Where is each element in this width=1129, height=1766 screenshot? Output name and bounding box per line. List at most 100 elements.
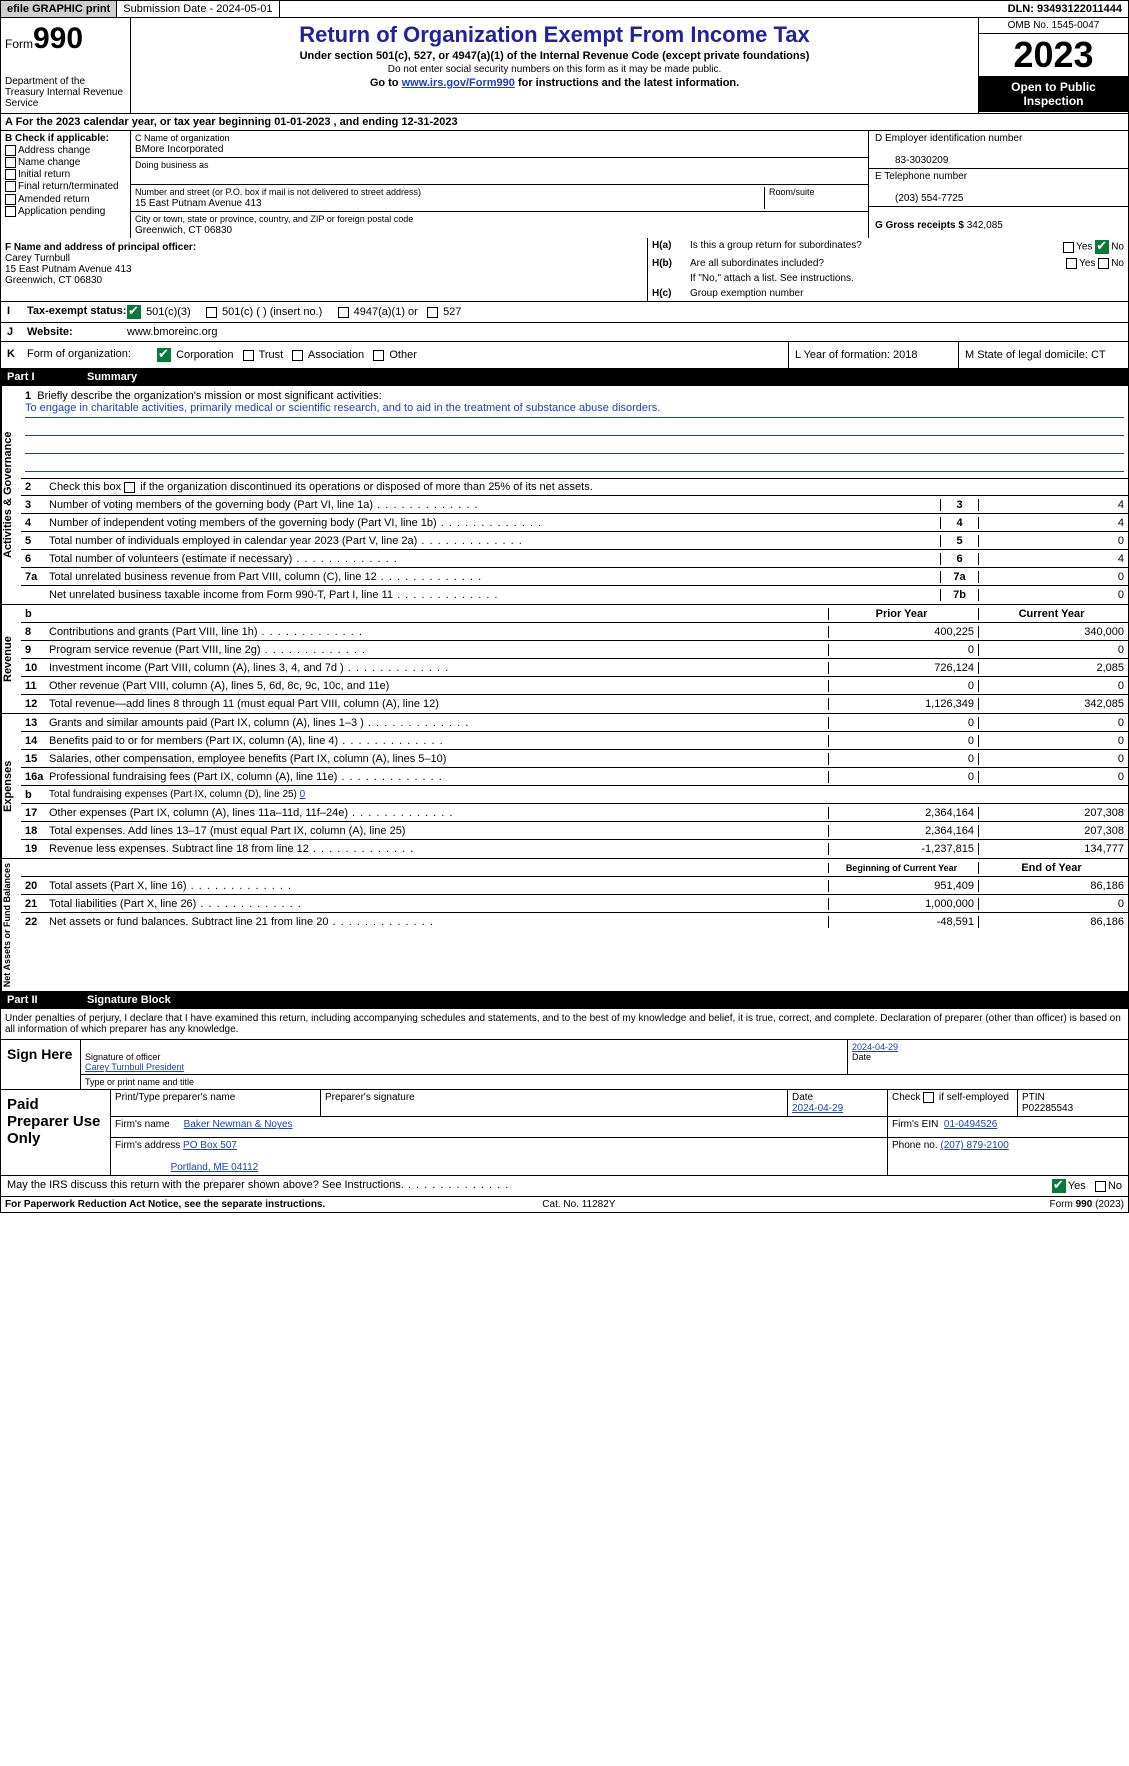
prep-date: 2024-04-29 — [792, 1103, 843, 1114]
cb-amended[interactable] — [5, 194, 16, 205]
val-16ac: 0 — [978, 771, 1128, 783]
sig-date: 2024-04-29 — [852, 1042, 898, 1052]
year-formation: L Year of formation: 2018 — [788, 342, 958, 368]
part1-header: Part ISummary — [0, 369, 1129, 386]
subtitle-3: Go to www.irs.gov/Form990 for instructio… — [135, 77, 974, 89]
val-19c: 134,777 — [978, 843, 1128, 855]
open-inspection: Open to Public Inspection — [979, 76, 1128, 112]
top-bar: efile GRAPHIC print Submission Date - 20… — [0, 0, 1129, 18]
officer-name: Carey Turnbull — [5, 253, 70, 264]
cb-corp[interactable] — [157, 348, 171, 362]
section-fh: F Name and address of principal officer:… — [0, 238, 1129, 302]
mission-text: To engage in charitable activities, prim… — [25, 402, 1124, 418]
officer-sig: Carey Turnbull President — [85, 1062, 184, 1072]
cb-trust[interactable] — [243, 350, 254, 361]
cb-other[interactable] — [373, 350, 384, 361]
val-15c: 0 — [978, 753, 1128, 765]
cb-name-change[interactable] — [5, 157, 16, 168]
summary-activities: Activities & Governance 1 Briefly descri… — [0, 386, 1129, 605]
val-9p: 0 — [828, 644, 978, 656]
val-10p: 726,124 — [828, 662, 978, 674]
line-i: ITax-exempt status: 501(c)(3) 501(c) ( )… — [0, 302, 1129, 323]
form-label: Form990 — [5, 22, 126, 56]
cat-no: Cat. No. 11282Y — [542, 1199, 615, 1210]
val-14p: 0 — [828, 735, 978, 747]
b-header: B Check if applicable: — [5, 133, 126, 144]
cb-final-return[interactable] — [5, 181, 16, 192]
firm-addr: PO Box 507 — [183, 1140, 237, 1151]
val-14c: 0 — [978, 735, 1128, 747]
irs-discuss: May the IRS discuss this return with the… — [0, 1176, 1129, 1197]
val-12p: 1,126,349 — [828, 698, 978, 710]
val-19p: -1,237,815 — [828, 843, 978, 855]
val-12c: 342,085 — [978, 698, 1128, 710]
org-address: 15 East Putnam Avenue 413 — [135, 198, 262, 209]
org-city: Greenwich, CT 06830 — [135, 225, 232, 236]
cb-527[interactable] — [427, 307, 438, 318]
phone: (203) 554-7725 — [875, 193, 963, 204]
cb-application-pending[interactable] — [5, 206, 16, 217]
val-21c: 0 — [978, 898, 1128, 910]
cb-discontinued[interactable] — [124, 482, 135, 493]
val-17c: 207,308 — [978, 807, 1128, 819]
subtitle-1: Under section 501(c), 527, or 4947(a)(1)… — [135, 50, 974, 62]
val-21p: 1,000,000 — [828, 898, 978, 910]
website: www.bmoreinc.org — [127, 326, 217, 338]
val-18p: 2,364,164 — [828, 825, 978, 837]
firm-ein: 01-0494526 — [944, 1119, 997, 1130]
cb-discuss-no[interactable] — [1095, 1181, 1106, 1192]
officer-addr1: 15 East Putnam Avenue 413 — [5, 264, 132, 275]
dln: DLN: 93493122011444 — [1002, 1, 1128, 17]
val-10c: 2,085 — [978, 662, 1128, 674]
footer: For Paperwork Reduction Act Notice, see … — [0, 1197, 1129, 1213]
val-8c: 340,000 — [978, 626, 1128, 638]
officer-addr2: Greenwich, CT 06830 — [5, 275, 102, 286]
val-13c: 0 — [978, 717, 1128, 729]
val-11p: 0 — [828, 680, 978, 692]
cb-hb-yes[interactable] — [1066, 258, 1077, 269]
cb-address-change[interactable] — [5, 145, 16, 156]
ptin: P02285543 — [1022, 1103, 1073, 1114]
line-klm: KForm of organization: Corporation Trust… — [0, 342, 1129, 369]
val-16ap: 0 — [828, 771, 978, 783]
summary-expenses: Expenses 13Grants and similar amounts pa… — [0, 714, 1129, 859]
summary-revenue: Revenue bPrior YearCurrent Year 8Contrib… — [0, 605, 1129, 714]
cb-hb-no[interactable] — [1098, 258, 1109, 269]
subtitle-2: Do not enter social security numbers on … — [135, 64, 974, 75]
val-5: 0 — [978, 535, 1128, 547]
dept-label: Department of the Treasury Internal Reve… — [5, 76, 126, 109]
val-3: 4 — [978, 499, 1128, 511]
val-9c: 0 — [978, 644, 1128, 656]
cb-assoc[interactable] — [292, 350, 303, 361]
cb-4947[interactable] — [338, 307, 349, 318]
val-17p: 2,364,164 — [828, 807, 978, 819]
cb-501c[interactable] — [206, 307, 217, 318]
efile-print-button[interactable]: efile GRAPHIC print — [1, 1, 117, 17]
firm-phone: (207) 879-2100 — [940, 1140, 1008, 1151]
val-7b: 0 — [978, 589, 1128, 601]
cb-discuss-yes[interactable] — [1052, 1179, 1066, 1193]
cb-ha-yes[interactable] — [1063, 242, 1074, 253]
line-a: A For the 2023 calendar year, or tax yea… — [0, 114, 1129, 131]
val-22c: 86,186 — [978, 916, 1128, 928]
submission-date: Submission Date - 2024-05-01 — [117, 1, 279, 17]
val-13p: 0 — [828, 717, 978, 729]
val-6: 4 — [978, 553, 1128, 565]
summary-netassets: Net Assets or Fund Balances Beginning of… — [0, 859, 1129, 992]
omb-number: OMB No. 1545-0047 — [979, 18, 1128, 34]
val-15p: 0 — [828, 753, 978, 765]
cb-self-employed[interactable] — [923, 1092, 934, 1103]
val-7a: 0 — [978, 571, 1128, 583]
tax-year: 2023 — [979, 34, 1128, 76]
irs-link[interactable]: www.irs.gov/Form990 — [402, 77, 515, 89]
val-8p: 400,225 — [828, 626, 978, 638]
part2-header: Part IISignature Block — [0, 992, 1129, 1009]
cb-501c3[interactable] — [127, 305, 141, 319]
cb-initial-return[interactable] — [5, 169, 16, 180]
val-22p: -48,591 — [828, 916, 978, 928]
signature-block: Under penalties of perjury, I declare th… — [0, 1009, 1129, 1090]
val-11c: 0 — [978, 680, 1128, 692]
val-20p: 951,409 — [828, 880, 978, 892]
ein: 83-3030209 — [875, 155, 948, 166]
cb-ha-no[interactable] — [1095, 240, 1109, 254]
